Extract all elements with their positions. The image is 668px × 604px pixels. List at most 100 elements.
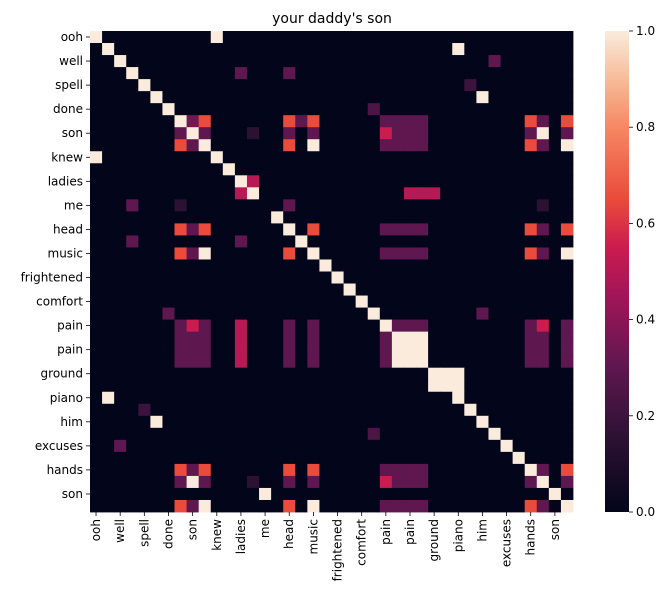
heatmap-cell <box>512 175 526 188</box>
heatmap-cell <box>114 403 127 417</box>
heatmap-cell <box>536 379 550 393</box>
heatmap-cell <box>138 91 151 104</box>
heatmap-cell <box>548 331 562 345</box>
heatmap-cell <box>524 115 538 128</box>
heatmap-cell <box>90 31 103 44</box>
heatmap-cell <box>379 187 393 200</box>
heatmap-cell <box>259 331 272 345</box>
heatmap-cell <box>391 379 405 393</box>
heatmap-cell <box>271 283 284 296</box>
heatmap-cell <box>512 31 526 44</box>
heatmap-cell <box>114 475 127 489</box>
heatmap-cell <box>162 235 175 248</box>
heatmap-cell <box>464 223 477 236</box>
heatmap-cell <box>126 367 139 381</box>
heatmap-cell <box>391 463 405 477</box>
heatmap-cell <box>416 127 429 140</box>
heatmap-cell <box>512 55 526 68</box>
heatmap-cell <box>295 367 308 381</box>
heatmap-cell <box>174 319 187 333</box>
heatmap-cell <box>464 499 477 513</box>
heatmap-cell <box>150 403 163 417</box>
heatmap-cell <box>102 91 115 104</box>
heatmap-cell <box>428 379 441 393</box>
heatmap-cell <box>560 223 574 236</box>
heatmap-cell <box>367 283 381 296</box>
heatmap-cell <box>464 463 477 477</box>
heatmap-cell <box>283 151 296 164</box>
heatmap-cell <box>186 499 200 513</box>
heatmap-cell <box>186 175 200 188</box>
heatmap-cell <box>114 43 127 56</box>
heatmap-cell <box>500 487 514 501</box>
heatmap-cell <box>102 211 115 224</box>
heatmap-cell <box>452 475 465 489</box>
heatmap-cell <box>114 415 127 429</box>
heatmap-cell <box>476 79 489 92</box>
heatmap-cell <box>102 31 115 44</box>
heatmap-cell <box>343 271 357 284</box>
heatmap-cell <box>174 463 187 477</box>
heatmap-cell <box>198 223 212 236</box>
heatmap-cell <box>114 343 127 357</box>
heatmap-cell <box>524 307 538 320</box>
heatmap-cell <box>476 367 489 381</box>
heatmap-cell <box>114 307 127 320</box>
heatmap-cell <box>464 415 477 429</box>
heatmap-cell <box>560 403 574 417</box>
heatmap-cell <box>548 187 562 200</box>
heatmap-cell <box>319 115 332 128</box>
y-tick-label: ooh <box>61 30 83 44</box>
heatmap-cell <box>114 295 127 308</box>
heatmap-cell <box>343 151 357 164</box>
heatmap-cell <box>536 151 550 164</box>
heatmap-cell <box>548 415 562 429</box>
heatmap-cell <box>234 331 248 345</box>
heatmap-cell <box>464 451 477 465</box>
heatmap-cell <box>126 67 139 80</box>
heatmap-cell <box>524 31 538 44</box>
heatmap-cell <box>464 31 477 44</box>
heatmap-cell <box>367 259 381 272</box>
heatmap-cell <box>246 247 260 260</box>
heatmap-cell <box>319 475 332 489</box>
heatmap-cell <box>174 91 187 104</box>
heatmap-cell <box>536 259 550 272</box>
heatmap-cell <box>150 127 163 140</box>
heatmap-cell <box>283 319 296 333</box>
heatmap-cell <box>295 427 308 441</box>
heatmap-cell <box>560 307 574 320</box>
heatmap-cell <box>234 391 248 405</box>
heatmap-cell <box>331 127 344 140</box>
heatmap-cell <box>452 79 465 92</box>
heatmap-cell <box>283 223 296 236</box>
heatmap-cell <box>198 259 212 272</box>
heatmap-cell <box>319 319 332 333</box>
colorbar-tick-label: 0.2 <box>636 409 655 423</box>
heatmap-cell <box>222 67 236 80</box>
heatmap-cell <box>234 151 248 164</box>
heatmap-cell <box>138 295 151 308</box>
heatmap-cell <box>476 139 489 152</box>
heatmap-cell <box>246 55 260 68</box>
heatmap-cell <box>271 331 284 345</box>
heatmap-cell <box>355 487 369 501</box>
heatmap-cell <box>150 331 163 345</box>
heatmap-cell <box>464 67 477 80</box>
heatmap-cell <box>331 163 344 176</box>
heatmap-cell <box>283 199 296 212</box>
heatmap-cell <box>416 235 429 248</box>
heatmap-cell <box>560 343 574 357</box>
heatmap-cell <box>452 271 465 284</box>
y-axis-ticks: oohwellspelldonesonknewladiesmeheadmusic… <box>21 30 90 501</box>
heatmap-cell <box>174 67 187 80</box>
heatmap-cell <box>319 271 332 284</box>
heatmap-cell <box>560 127 574 140</box>
heatmap-cell <box>355 151 369 164</box>
heatmap-cell <box>162 271 175 284</box>
heatmap-cell <box>343 355 357 369</box>
heatmap-cell <box>150 295 163 308</box>
heatmap-cell <box>307 223 320 236</box>
heatmap-cell <box>307 499 320 513</box>
heatmap-cell <box>524 367 538 381</box>
